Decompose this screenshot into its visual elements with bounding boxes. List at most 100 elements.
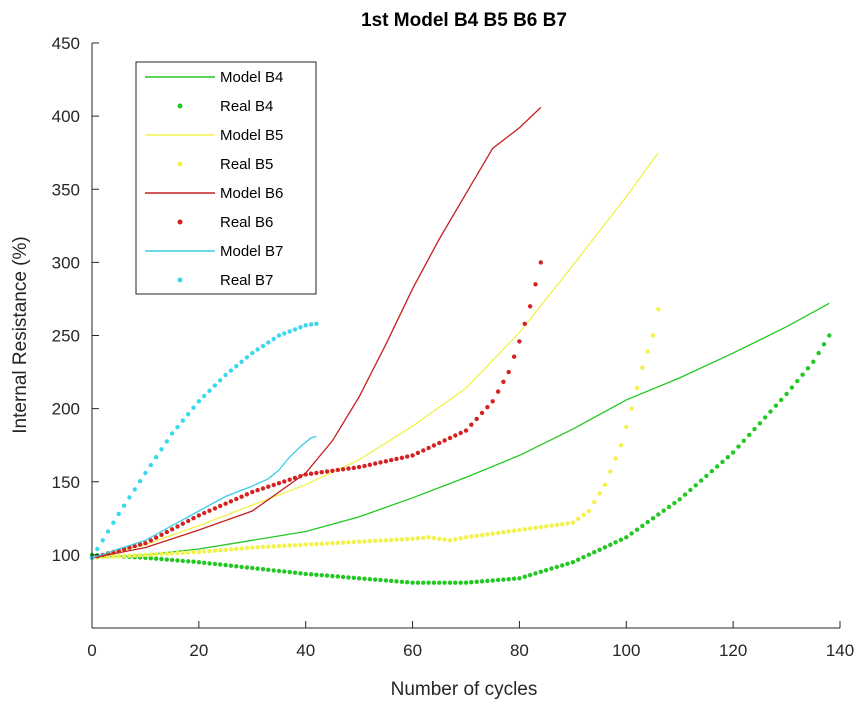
- data-point: [330, 468, 335, 473]
- data-point: [298, 542, 303, 548]
- data-point: [709, 469, 714, 474]
- data-point: [463, 428, 469, 433]
- data-point: [784, 391, 789, 397]
- data-point: [415, 580, 421, 585]
- data-point: [292, 570, 298, 575]
- legend-dot-swatch: [177, 161, 183, 167]
- data-point: [378, 538, 383, 543]
- legend-label: Real B7: [220, 272, 273, 289]
- data-point: [650, 516, 656, 521]
- x-tick-label: 60: [403, 641, 422, 660]
- data-point: [736, 444, 741, 449]
- data-point: [608, 469, 613, 474]
- legend-label: Model B4: [220, 69, 283, 86]
- data-point: [586, 552, 592, 557]
- data-point: [196, 560, 202, 565]
- data-point: [175, 550, 180, 556]
- data-point: [212, 561, 218, 567]
- data-point: [356, 464, 362, 470]
- data-point: [394, 537, 399, 542]
- data-point: [228, 368, 234, 373]
- data-point: [116, 511, 121, 517]
- data-point: [308, 542, 314, 547]
- legend-label: Real B4: [220, 98, 273, 115]
- data-point: [426, 445, 431, 451]
- legend-item: Real B6: [177, 214, 273, 231]
- data-point: [506, 369, 511, 375]
- data-point: [319, 541, 324, 546]
- data-point: [266, 484, 271, 489]
- data-point: [105, 529, 111, 534]
- data-point: [367, 577, 372, 582]
- data-point: [730, 450, 736, 455]
- data-point: [223, 372, 228, 378]
- data-point: [640, 365, 645, 370]
- data-point: [159, 551, 164, 557]
- legend-item: Real B5: [177, 156, 273, 173]
- data-point: [373, 461, 378, 466]
- data-point: [533, 525, 538, 530]
- data-point: [271, 336, 276, 342]
- data-point: [202, 560, 207, 565]
- data-point: [389, 457, 394, 463]
- data-point: [618, 537, 624, 542]
- data-point: [234, 496, 239, 502]
- data-point: [629, 531, 634, 536]
- data-point: [693, 483, 698, 488]
- data-point: [453, 537, 458, 542]
- data-point: [538, 260, 543, 265]
- data-point: [677, 497, 682, 502]
- data-point: [186, 518, 191, 524]
- data-point: [164, 529, 169, 535]
- data-point: [164, 557, 169, 562]
- data-point: [330, 541, 335, 546]
- data-point: [260, 343, 266, 349]
- data-point: [570, 560, 576, 565]
- data-point: [175, 424, 180, 430]
- data-point: [629, 406, 634, 411]
- data-point: [634, 527, 640, 532]
- data-point: [373, 577, 378, 582]
- data-point: [538, 569, 543, 574]
- data-point: [239, 564, 244, 570]
- data-point: [479, 532, 485, 538]
- data-point: [340, 574, 346, 580]
- data-point: [351, 575, 356, 580]
- data-point: [581, 512, 586, 518]
- data-point: [153, 455, 159, 460]
- data-point: [613, 456, 618, 461]
- data-point: [137, 553, 143, 558]
- data-point: [763, 415, 768, 420]
- data-point: [511, 354, 517, 359]
- data-point: [800, 372, 805, 377]
- data-point: [383, 459, 389, 464]
- data-point: [453, 580, 458, 585]
- data-point: [533, 571, 538, 576]
- legend-item: Real B7: [177, 272, 273, 289]
- data-point: [485, 532, 490, 537]
- data-point: [271, 482, 276, 488]
- y-tick-label: 250: [52, 327, 80, 346]
- data-point: [474, 579, 479, 584]
- data-point: [522, 527, 527, 532]
- data-point: [287, 329, 292, 334]
- data-point: [260, 486, 266, 491]
- data-point: [292, 327, 298, 332]
- data-point: [533, 282, 538, 287]
- data-point: [223, 547, 228, 552]
- data-point: [244, 492, 250, 497]
- series-line-model-b5: [91, 152, 659, 559]
- data-point: [159, 447, 164, 452]
- data-point: [666, 504, 672, 510]
- data-point: [314, 470, 319, 476]
- legend-item: Model B5: [145, 127, 283, 144]
- data-point: [437, 440, 442, 446]
- legend-label: Model B7: [220, 243, 283, 260]
- data-point: [447, 580, 453, 585]
- data-point: [292, 543, 298, 548]
- data-point: [522, 574, 527, 579]
- data-point: [218, 562, 223, 567]
- data-point: [581, 555, 586, 560]
- data-point: [100, 538, 105, 543]
- data-point: [495, 389, 501, 394]
